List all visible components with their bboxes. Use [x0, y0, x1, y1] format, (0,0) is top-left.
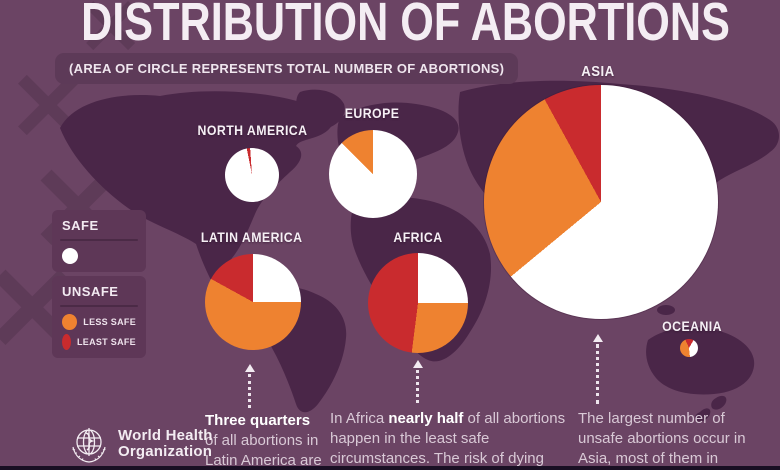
subtitle-text: (AREA OF CIRCLE REPRESENTS TOTAL NUMBER …: [69, 61, 505, 76]
legend-divider: [60, 239, 138, 241]
pie-europe: [329, 130, 417, 218]
note-text: The largest number of unsafe abortions o…: [578, 410, 746, 468]
label-europe: EUROPE: [344, 105, 400, 121]
map-new-zealand: [711, 395, 727, 410]
pie-north-america: [225, 148, 279, 202]
arrow-up-icon: [245, 364, 255, 372]
note-latin-america: Three quarters of all abortions in Latin…: [205, 411, 323, 470]
dotted-line: [248, 374, 251, 408]
note-bold-text: nearly half: [388, 410, 464, 427]
note-africa: In Africa nearly half of all abortions h…: [330, 409, 568, 470]
legend-less-safe-label: LESS SAFE: [83, 317, 136, 327]
legend-safe-dot: [62, 248, 78, 264]
who-logo-line1: World Health: [118, 427, 213, 445]
label-latin-america: LATIN AMERICA: [201, 229, 303, 245]
pie-asia: [484, 85, 718, 319]
legend-less-safe-row: LESS SAFE: [62, 314, 136, 330]
page-title: DISTRIBUTION OF ABORTIONS: [81, 0, 730, 52]
label-asia: ASIA: [581, 63, 615, 80]
subtitle-pill: (AREA OF CIRCLE REPRESENTS TOTAL NUMBER …: [55, 53, 519, 84]
label-north-america: NORTH AMERICA: [196, 122, 307, 138]
who-logo-line2: Organization: [118, 443, 213, 460]
map-island: [657, 305, 675, 315]
legend-safe-title: SAFE: [62, 218, 99, 233]
pie-latin-america: [205, 254, 301, 350]
note-text: In Africa: [330, 410, 389, 427]
arrow-up-icon: [413, 360, 423, 368]
note-text: of all abortions in Latin America are un…: [205, 432, 322, 470]
legend-least-safe-dot: [62, 334, 71, 350]
legend-less-safe-dot: [62, 314, 78, 330]
pie-oceania: [680, 339, 698, 357]
who-logo-text: World Health Organization: [118, 428, 213, 460]
note-text: of all abortions happen in the least saf…: [330, 410, 566, 468]
legend-least-safe-label: LEAST SAFE: [76, 337, 136, 347]
map-australia: [646, 327, 755, 395]
label-oceania: OCEANIA: [662, 318, 722, 334]
dotted-line: [416, 370, 419, 403]
label-africa: AFRICA: [393, 229, 443, 245]
legend-least-safe-row: LEAST SAFE: [62, 334, 136, 350]
dotted-line: [596, 344, 599, 404]
arrow-up-icon: [593, 334, 603, 342]
legend-unsafe-title: UNSAFE: [62, 284, 119, 299]
who-emblem-icon: [72, 428, 106, 463]
legend-divider: [60, 305, 138, 307]
pie-africa: [368, 253, 468, 353]
note-asia: The largest number of unsafe abortions o…: [578, 409, 748, 470]
bottom-strip: [0, 466, 780, 470]
note-bold-text: Three quarters: [205, 412, 311, 429]
legend-unsafe-box: UNSAFE LESS SAFE LEAST SAFE: [52, 276, 146, 358]
legend-safe-box: SAFE: [52, 210, 146, 272]
who-logo: World Health Organization: [68, 423, 213, 465]
